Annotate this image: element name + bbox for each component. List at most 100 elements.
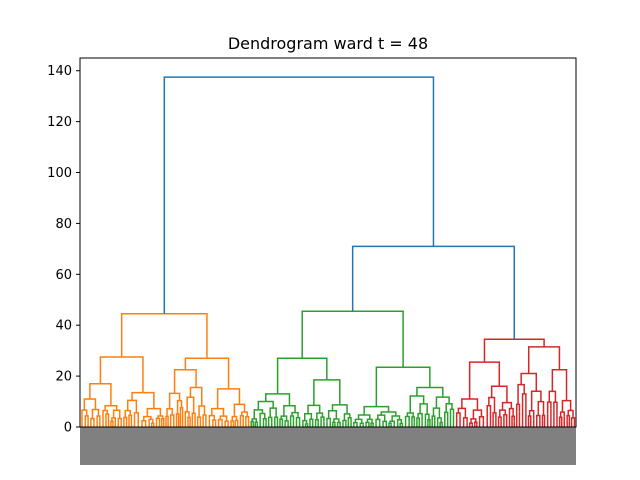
cluster-link <box>265 393 291 406</box>
cluster-link <box>141 420 147 424</box>
cluster-link <box>439 421 443 425</box>
cluster-link <box>449 408 455 418</box>
cluster-link <box>432 407 441 418</box>
y-tick-label: 60 <box>55 268 72 283</box>
x-axis-leaf-ticks <box>80 427 576 465</box>
cluster-link <box>165 415 169 422</box>
cluster-link <box>117 417 122 423</box>
y-axis: 0 20 40 60 80 100 120 140 <box>47 64 576 465</box>
cluster-link <box>184 357 230 389</box>
cluster-link <box>490 385 508 403</box>
cluster-link <box>83 398 97 411</box>
cluster-link <box>120 313 208 359</box>
plot-frame <box>79 57 577 428</box>
cluster-link <box>126 399 138 413</box>
cluster-link <box>89 382 112 406</box>
right-merge-link <box>351 245 516 340</box>
cluster-link <box>283 405 296 417</box>
cluster-link <box>559 411 565 418</box>
cluster-link <box>289 415 295 422</box>
cluster-link <box>179 407 184 414</box>
cluster-link <box>284 420 289 424</box>
cluster-link <box>173 368 197 394</box>
cluster-link <box>511 415 515 422</box>
cluster-link <box>462 417 468 423</box>
cluster-link <box>469 422 474 426</box>
cluster-link <box>419 403 428 415</box>
cluster-link <box>102 409 108 417</box>
cluster-link <box>436 417 442 423</box>
cluster-link <box>478 416 485 421</box>
cluster-link <box>224 420 229 425</box>
cluster-link <box>353 421 358 425</box>
cluster-link <box>189 386 203 407</box>
cluster-link <box>333 418 340 423</box>
cluster-link <box>455 412 461 420</box>
cluster-link <box>253 409 264 419</box>
chart-title: Dendrogram ward t = 48 <box>228 34 428 53</box>
y-tick-label: 0 <box>64 421 72 436</box>
cluster-link <box>483 338 545 363</box>
cluster-link <box>186 396 195 414</box>
cluster-link <box>309 418 314 423</box>
cluster-link <box>416 417 421 423</box>
cluster-link <box>133 412 139 418</box>
root-link <box>163 76 435 314</box>
cluster-link <box>104 405 118 411</box>
cluster-link <box>515 403 521 412</box>
cluster-link <box>191 412 196 421</box>
cluster-link <box>486 405 492 412</box>
cluster-link <box>146 407 162 417</box>
cluster-link <box>295 416 301 422</box>
cluster-link <box>497 416 502 421</box>
cluster-link <box>291 411 299 418</box>
cluster-link <box>184 411 190 421</box>
cluster-link <box>461 398 479 411</box>
cluster-link <box>537 400 545 416</box>
cluster-link <box>388 422 392 425</box>
cluster-link <box>527 415 532 422</box>
cluster-link <box>160 417 165 423</box>
y-tick-label: 20 <box>55 370 72 385</box>
cluster-link <box>365 421 370 425</box>
cluster-link <box>520 372 538 392</box>
plot-area <box>81 76 576 427</box>
cluster-link <box>343 413 351 421</box>
cluster-link <box>202 414 207 422</box>
cluster-link <box>320 416 325 422</box>
cluster-link <box>99 356 144 393</box>
cluster-link <box>499 409 507 418</box>
cluster-link <box>267 416 273 423</box>
cluster-link <box>508 407 514 417</box>
y-tick-label: 120 <box>47 115 72 130</box>
cluster-link <box>409 395 425 414</box>
cluster-link <box>411 416 416 423</box>
cluster-link <box>304 423 309 425</box>
y-tick-label: 140 <box>47 64 72 79</box>
cluster-link <box>375 366 431 407</box>
cluster-link <box>551 368 568 401</box>
cluster-link <box>561 399 572 413</box>
cluster-link <box>168 392 181 409</box>
cluster-link <box>212 419 217 424</box>
cluster-link <box>468 361 501 400</box>
cluster-link <box>259 412 266 420</box>
cluster-link <box>150 422 155 425</box>
cluster-link <box>389 420 396 425</box>
cluster-link <box>123 416 128 423</box>
cluster-link <box>128 414 133 422</box>
cluster-link <box>435 396 450 409</box>
cluster-link <box>527 346 561 374</box>
cluster-link <box>366 418 373 424</box>
cluster-link <box>347 417 352 422</box>
cluster-link <box>155 417 161 422</box>
cluster-link <box>110 420 114 425</box>
y-tick-label: 40 <box>55 319 72 334</box>
cluster-link <box>357 414 371 420</box>
cluster-link <box>326 417 332 422</box>
cluster-link <box>257 400 274 410</box>
cluster-link <box>391 415 401 422</box>
cluster-link <box>327 410 338 419</box>
cluster-link <box>316 412 324 420</box>
